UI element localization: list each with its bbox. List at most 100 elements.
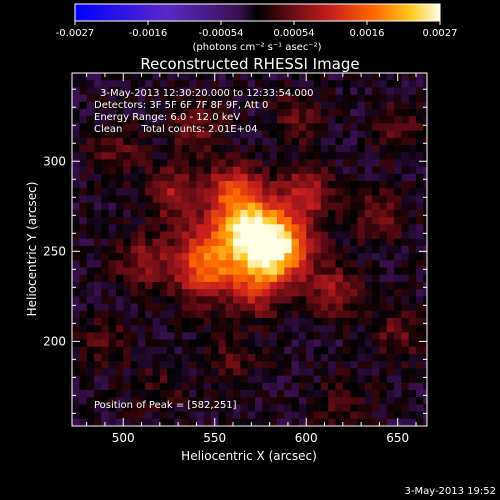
heatmap-cell (379, 317, 388, 326)
heatmap-cell (101, 281, 110, 290)
heatmap-cell (379, 152, 388, 161)
heatmap-cell (123, 353, 132, 362)
heatmap-cell (79, 332, 88, 341)
heatmap-cell (72, 166, 80, 175)
heatmap-cell (408, 181, 417, 189)
heatmap-cell (196, 382, 205, 391)
heatmap-cell (174, 274, 183, 283)
heatmap-cell (247, 267, 256, 276)
heatmap-cell (394, 382, 402, 391)
heatmap-cell (167, 368, 176, 377)
heatmap-cell (225, 145, 234, 153)
heatmap-cell (394, 231, 402, 240)
heatmap-cell (218, 123, 227, 132)
heatmap-cell (108, 281, 117, 290)
heatmap-cell (189, 426, 197, 434)
heatmap-cell (137, 101, 146, 110)
heatmap-cell (218, 130, 227, 139)
heatmap-cell (225, 375, 234, 384)
heatmap-cell (306, 181, 315, 189)
heatmap-cell (86, 166, 95, 175)
heatmap-cell (167, 159, 176, 168)
heatmap-cell (130, 397, 139, 405)
heatmap-cell (159, 296, 168, 305)
heatmap-cell (379, 195, 388, 204)
heatmap-cell (328, 145, 337, 153)
heatmap-cell (291, 303, 300, 312)
heatmap-cell (386, 109, 395, 117)
heatmap-cell (203, 173, 212, 182)
heatmap-cell (72, 224, 80, 233)
heatmap-cell (364, 73, 373, 81)
heatmap-cell (137, 303, 146, 312)
heatmap-cell (174, 368, 183, 377)
heatmap-cell (159, 152, 168, 161)
heatmap-cell (313, 281, 322, 290)
heatmap-cell (408, 281, 417, 290)
heatmap-cell (416, 130, 424, 139)
heatmap-cell (79, 116, 88, 125)
heatmap-cell (401, 173, 410, 182)
heatmap-cell (101, 101, 110, 110)
heatmap-cell (298, 368, 307, 377)
heatmap-cell (357, 188, 366, 197)
heatmap-cell (167, 404, 176, 413)
heatmap-cell (240, 166, 249, 175)
heatmap-cell (320, 353, 329, 362)
heatmap-cell (254, 411, 263, 420)
heatmap-cell (72, 332, 80, 341)
heatmap-cell (72, 181, 80, 189)
heatmap-cell (320, 411, 329, 420)
heatmap-cell (401, 181, 410, 189)
heatmap-cell (233, 173, 241, 182)
heatmap-cell (364, 375, 373, 384)
heatmap-cell (423, 303, 427, 312)
heatmap-cell (394, 375, 402, 384)
heatmap-cell (291, 404, 300, 413)
heatmap-cell (108, 123, 117, 132)
heatmap-cell (79, 109, 88, 117)
heatmap-cell (298, 245, 307, 254)
heatmap-cell (130, 418, 139, 426)
heatmap-cell (233, 195, 241, 204)
heatmap-cell (408, 224, 417, 233)
heatmap-cell (298, 339, 307, 348)
heatmap-cell (328, 195, 337, 204)
heatmap-cell (174, 353, 183, 362)
heatmap-cell (167, 382, 176, 391)
heatmap-cell (328, 80, 337, 89)
heatmap-cell (276, 253, 285, 261)
heatmap-cell (181, 375, 190, 384)
heatmap-cell (189, 346, 198, 355)
heatmap-cell (401, 296, 410, 305)
heatmap-cell (123, 159, 132, 168)
heatmap-cell (247, 397, 256, 405)
heatmap-cell (196, 123, 205, 132)
heatmap-cell (269, 317, 278, 326)
heatmap-cell (386, 123, 395, 132)
heatmap-cell (401, 260, 410, 269)
heatmap-cell (72, 94, 80, 103)
heatmap-cell (72, 137, 80, 146)
heatmap-cell (357, 303, 366, 312)
heatmap-cell (372, 317, 381, 326)
heatmap-cell (306, 173, 315, 182)
heatmap-cell (350, 389, 359, 398)
heatmap-cell (167, 166, 176, 175)
heatmap-cell (218, 202, 227, 211)
heatmap-cell (159, 73, 168, 81)
heatmap-cell (276, 418, 285, 426)
heatmap-cell (115, 87, 124, 96)
heatmap-cell (401, 346, 410, 355)
heatmap-cell (225, 123, 234, 132)
heatmap-cell (335, 418, 344, 426)
heatmap-cell (394, 303, 402, 312)
heatmap-cell (159, 303, 168, 312)
heatmap-cell (137, 123, 146, 132)
heatmap-cell (130, 73, 139, 81)
heatmap-cell (328, 231, 337, 240)
heatmap-cell (79, 159, 88, 168)
heatmap-cell (254, 332, 263, 341)
heatmap-cell (218, 404, 227, 413)
heatmap-cell (86, 353, 95, 362)
